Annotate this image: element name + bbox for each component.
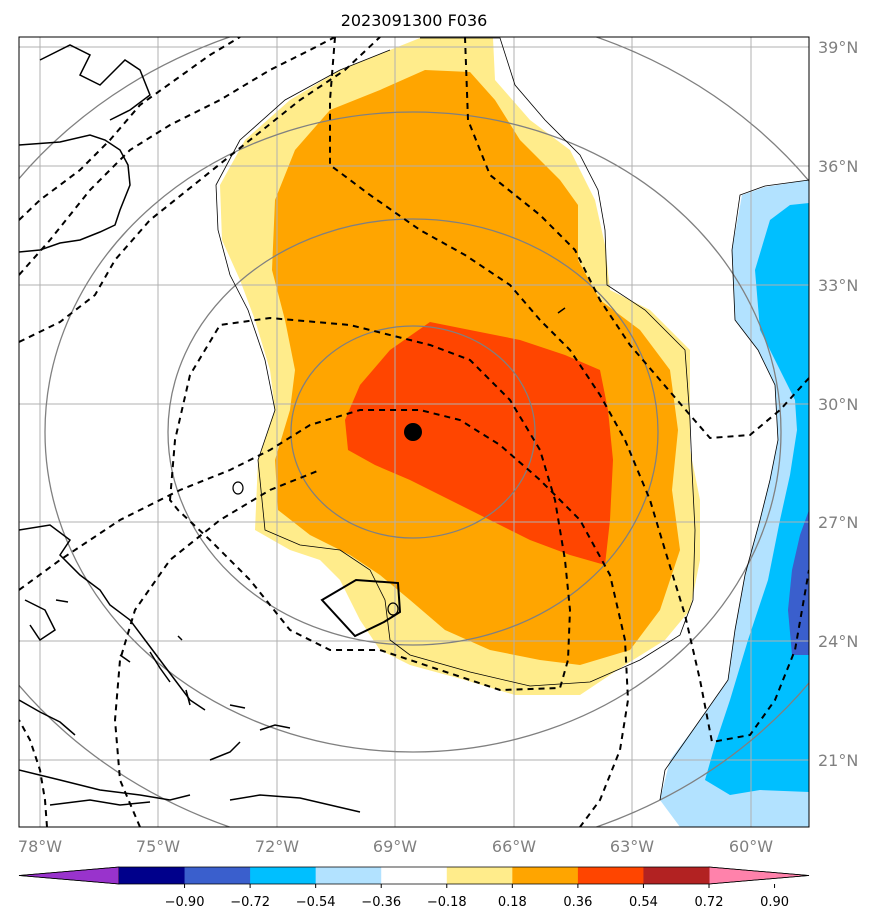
solid-contour-polygon [320, 578, 402, 638]
colorbar-tick-label: 0.18 [498, 895, 527, 910]
zero-contour-east [659, 179, 809, 801]
lon-tick: 75°W [136, 837, 180, 856]
lat-tick: 39°N [818, 38, 858, 57]
colorbar-tick-label: −0.72 [230, 895, 270, 910]
lon-tick: 60°W [729, 837, 773, 856]
lat-tick: 21°N [818, 751, 858, 770]
lon-tick: 69°W [373, 837, 417, 856]
small-contour [557, 307, 566, 314]
colorbar: −0.90 −0.72 −0.54 −0.36 −0.18 0.18 0.36 0.54 0.7… [18, 866, 810, 910]
lon-tick-labels: 78°W 75°W 72°W 69°W 66°W 63°W 60°W [18, 837, 773, 856]
lon-tick: 66°W [492, 837, 536, 856]
lat-tick: 30°N [818, 395, 858, 414]
colorbar-tick-label: 0.36 [563, 895, 592, 910]
colorbar-extend-high [708, 866, 810, 885]
colorbar-tick-label: 0.72 [695, 895, 724, 910]
lon-tick: 78°W [18, 837, 62, 856]
colorbar-swatch [577, 867, 644, 884]
shade-neg-0.54 [788, 510, 809, 655]
lon-tick: 72°W [255, 837, 299, 856]
colorbar-tick-label: −0.18 [427, 895, 467, 910]
colorbar-tick-label: 0.54 [629, 895, 658, 910]
storm-center-marker [404, 423, 422, 441]
shade-neg-0.36 [705, 203, 809, 795]
colorbar-swatch [119, 867, 186, 884]
lat-tick: 33°N [818, 276, 858, 295]
colorbar-swatch [381, 867, 448, 884]
shade-0.54-0.72 [345, 322, 613, 565]
lat-tick: 36°N [818, 157, 858, 176]
zero-contour [215, 37, 696, 687]
colorbar-swatch [446, 867, 513, 884]
lon-tick: 63°W [610, 837, 654, 856]
lat-tick: 24°N [818, 632, 858, 651]
colorbar-swatch [512, 867, 579, 884]
map-title: 2023091300 F036 [341, 11, 488, 30]
colorbar-swatch [250, 867, 317, 884]
colorbar-extend-low [18, 866, 120, 885]
coastlines [19, 44, 361, 813]
colorbar-swatch [315, 867, 382, 884]
lat-tick: 27°N [818, 513, 858, 532]
colorbar-tick-label: −0.90 [165, 895, 205, 910]
map-frame [18, 36, 810, 828]
colorbar-tick-label: −0.54 [296, 895, 336, 910]
colorbar-swatch [184, 867, 251, 884]
gridlines [19, 37, 809, 827]
island-contour [232, 481, 244, 495]
colorbar-swatch [643, 867, 710, 884]
dashed-contours [19, 37, 809, 827]
colorbar-tick-label: 0.90 [760, 895, 789, 910]
colorbar-tick-label: −0.36 [361, 895, 401, 910]
island-contour-2 [387, 602, 399, 616]
lat-tick-labels: 39°N 36°N 33°N 30°N 27°N 24°N 21°N [818, 38, 858, 770]
